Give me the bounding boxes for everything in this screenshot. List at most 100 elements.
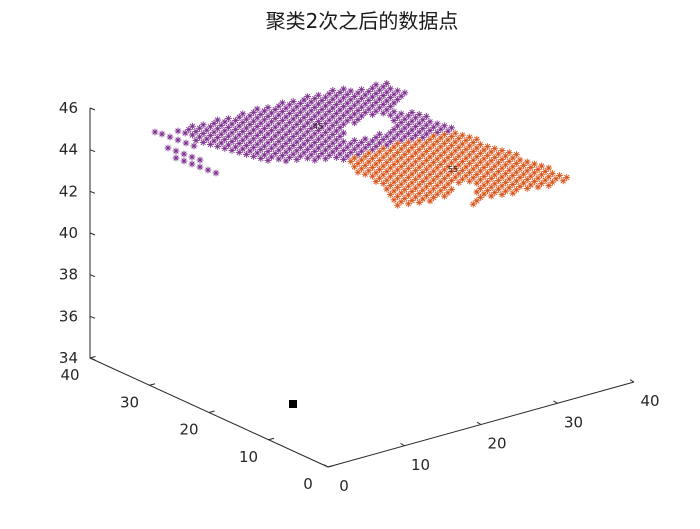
cluster-1-tail-point-11: [172, 154, 180, 162]
cluster-1-point-218: [351, 101, 358, 109]
cluster-2-point-509: [397, 198, 405, 206]
cluster-1-center-label: 45: [313, 122, 323, 131]
cluster-1-tail-point-3: [174, 136, 182, 144]
cluster-1-point-3: [181, 129, 189, 137]
cluster-2-point-648: [534, 166, 542, 173]
cluster-2-point-662: [523, 185, 531, 192]
cluster-2-point-407: [394, 157, 401, 165]
cluster-1-point-106: [243, 151, 250, 158]
cluster-2-point-325: [347, 158, 355, 165]
cluster-1-point-93: [289, 106, 297, 114]
cluster-1-point-143: [268, 144, 275, 152]
cluster-1-point-130: [315, 100, 322, 108]
outlier-square-marker: [289, 400, 297, 408]
z-tick-label-4: 42: [59, 182, 78, 200]
y-tick-label-3: 30: [120, 393, 139, 411]
cluster-2-point-548: [415, 199, 423, 206]
x-tick-4: [629, 379, 635, 383]
cluster-1-point-306: [387, 111, 394, 119]
z-tick-5: [89, 149, 96, 153]
cluster-2-point-582: [491, 154, 499, 161]
cluster-1-point-88: [235, 149, 243, 156]
cluster-1-point-173: [333, 101, 340, 108]
cluster-1-point-54: [232, 134, 239, 142]
cluster-1-point-18: [214, 125, 221, 133]
cluster-1-point-0: [174, 127, 182, 135]
cluster-2-point-459: [423, 157, 430, 164]
cluster-1-point-225: [325, 125, 333, 133]
cluster-1-tail-point-15: [204, 166, 212, 174]
cluster-1-point-146: [257, 155, 265, 162]
data-marks-group: 45 55: [151, 80, 571, 408]
chart-title: 聚类2次之后的数据点: [266, 9, 459, 33]
cluster-1-point-44: [214, 143, 221, 150]
cluster-1-point-60: [271, 106, 279, 113]
y-tick-4: [89, 356, 96, 359]
cluster-2-point-571: [473, 162, 481, 169]
cluster-2-point-606: [491, 171, 499, 179]
cluster-2-point-671: [545, 182, 553, 189]
x-tick-label-2: 20: [487, 435, 506, 453]
cluster-2-point-339: [361, 153, 369, 160]
cluster-2-point-669: [552, 175, 560, 183]
cluster-1-point-32: [207, 141, 214, 148]
cluster-2-point-654: [513, 186, 520, 194]
y-tick-0: [327, 465, 334, 468]
cluster-1-point-48: [253, 114, 261, 122]
cluster-2-point-469: [387, 191, 394, 198]
cluster-1-point-414: [441, 122, 448, 130]
cluster-2-point-635: [491, 189, 499, 196]
cluster-1-point-168: [264, 157, 272, 164]
z-tick-6: [89, 107, 96, 111]
cluster-2-point-518: [448, 159, 455, 167]
cluster-1-point-234: [293, 156, 301, 163]
cluster-2-point-592: [498, 156, 506, 163]
cluster-2-point-473: [448, 142, 455, 149]
cluster-2-point-431: [379, 180, 387, 187]
cluster-1-point-188: [279, 152, 286, 159]
cluster-2-point-417: [430, 132, 437, 140]
z-tick-4: [89, 190, 96, 194]
cluster-1-tail-point-6: [164, 144, 172, 152]
z-tick-2: [89, 274, 96, 278]
cluster-1-point-14: [192, 137, 200, 144]
cluster-1-point-298: [379, 109, 387, 117]
cluster-2-point-540: [444, 171, 452, 179]
cluster-2-center-label: 55: [448, 165, 458, 174]
cluster-2-point-588: [469, 174, 477, 182]
cluster-1-point-313: [340, 156, 347, 163]
cluster-2-point-511: [473, 135, 481, 143]
cluster-2-point-450: [383, 185, 391, 193]
cluster-1-point-327: [405, 112, 412, 120]
cluster-2-point-589: [466, 177, 473, 185]
cluster-1-tail-point-14: [196, 163, 204, 171]
cluster-1-point-165: [275, 146, 283, 154]
cluster-2-point-370: [390, 143, 398, 151]
y-tick-3: [149, 383, 156, 386]
cluster-2-point-425: [401, 159, 409, 167]
cluster-1-point-129: [318, 97, 326, 104]
y-tick-label-1: 10: [239, 448, 258, 466]
cluster-1-point-233: [297, 152, 304, 160]
cluster-1-point-9: [210, 120, 218, 127]
cluster-2-point-395: [369, 172, 376, 180]
cluster-1-point-132: [307, 107, 315, 115]
cluster-1-point-285: [369, 111, 376, 118]
cluster-2-point-418: [426, 136, 434, 143]
cluster-1-point-102: [257, 137, 265, 145]
cluster-1-tail-point-0: [151, 128, 159, 136]
cluster-2-point-599: [473, 179, 481, 187]
y-tick-label-0: 0: [303, 475, 313, 493]
cluster-1-tail-point-8: [180, 150, 188, 158]
z-tick-3: [89, 232, 96, 236]
cluster-2-point-443: [408, 161, 416, 169]
cluster-2-point-457: [430, 150, 437, 157]
cluster-1-point-175: [325, 108, 333, 115]
cluster-1-point-22: [199, 139, 207, 146]
cluster-2-point-378: [361, 170, 369, 178]
cluster-1-point-268: [351, 119, 358, 127]
x-tick-3: [553, 400, 558, 404]
cluster-2-point-576: [455, 179, 463, 186]
